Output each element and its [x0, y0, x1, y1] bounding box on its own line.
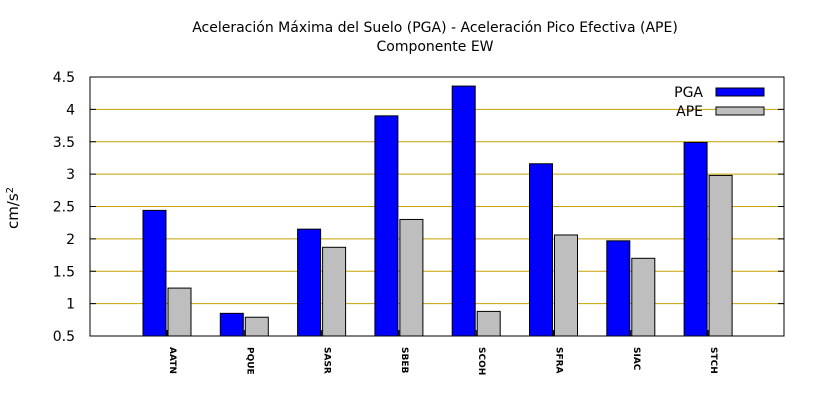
bar-pga-stch [683, 141, 708, 337]
bar-ape-pque [244, 316, 269, 337]
y-tick-label: 3.5 [53, 135, 75, 151]
y-tick-label: 2 [66, 232, 75, 248]
chart-title: Aceleración Máxima del Suelo (PGA) - Ace… [192, 20, 678, 36]
legend-label: PGA [674, 85, 703, 101]
bar-ape-sfra [554, 234, 578, 337]
x-tick-label: SIAC [631, 347, 641, 371]
x-tick-label: SBEB [399, 347, 409, 373]
x-axis: AATN PQUE SASR SBEB SCOH SFRA SIAC STCH [166, 330, 718, 375]
y-tick-label: 2.5 [53, 200, 75, 216]
legend-swatch-pga [715, 87, 765, 97]
bar-ape-sasr [322, 246, 347, 337]
bar-ape-scoh [476, 310, 501, 337]
y-axis-label-exponent: 2 [5, 187, 16, 193]
y-tick-label: 0.5 [53, 329, 75, 345]
y-tick-label: 4.5 [53, 70, 75, 86]
bar-pga-sasr [297, 228, 322, 337]
bar-ape-stch [708, 174, 733, 337]
legend-label: APE [676, 104, 703, 120]
y-axis: 0.5 1 1.5 2 2.5 3 3.5 4 4.5 [53, 70, 784, 345]
bar-ape-aatn [167, 287, 192, 337]
y-axis-label-unit: cm/s [4, 193, 22, 229]
bar-pga-aatn [142, 209, 167, 337]
y-tick-label: 1.5 [53, 264, 75, 280]
bar-ape-siac [631, 257, 656, 337]
chart-subtitle: Componente EW [376, 39, 493, 55]
bars [142, 85, 733, 337]
x-tick-label: PQUE [244, 347, 254, 375]
bar-pga-siac [606, 240, 631, 337]
y-tick-label: 1 [66, 297, 75, 313]
x-tick-label: SCOH [476, 347, 486, 375]
bar-pga-sbeb [374, 115, 399, 337]
x-tick-label: SFRA [554, 347, 564, 374]
legend-swatch-ape [715, 106, 765, 116]
y-axis-label: cm/s2 [4, 187, 22, 229]
bar-pga-sfra [529, 163, 553, 337]
y-tick-label: 4 [66, 102, 75, 118]
bar-pga-pque [219, 312, 244, 337]
x-tick-label: SASR [322, 347, 332, 374]
x-tick-label: AATN [167, 347, 177, 374]
legend: PGA APE [674, 85, 765, 120]
y-tick-label: 3 [66, 167, 75, 183]
bar-ape-sbeb [399, 218, 424, 337]
grid-lines [90, 108, 784, 305]
bar-pga-scoh [451, 85, 476, 337]
x-tick-label: STCH [708, 347, 718, 374]
